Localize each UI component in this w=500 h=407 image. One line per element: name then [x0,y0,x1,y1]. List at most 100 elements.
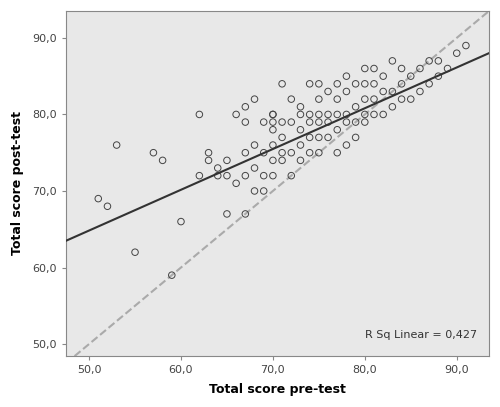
Point [444,65,452,72]
Point [379,88,387,95]
Point [223,157,231,164]
Point [104,203,112,210]
Point [333,127,341,133]
Point [278,157,286,164]
Point [242,103,250,110]
Point [306,111,314,118]
Point [315,134,323,141]
Point [352,119,360,125]
Point [269,157,277,164]
Point [407,73,415,79]
Point [306,81,314,87]
Point [342,111,350,118]
Point [370,81,378,87]
Point [342,142,350,148]
Point [434,73,442,79]
Point [324,88,332,95]
Point [352,103,360,110]
Point [361,111,369,118]
Point [315,149,323,156]
Point [296,142,304,148]
Point [196,111,203,118]
Point [94,195,102,202]
Point [278,119,286,125]
Point [296,103,304,110]
Point [342,119,350,125]
Point [232,180,240,186]
Point [288,149,296,156]
Point [416,88,424,95]
Point [288,96,296,103]
Point [370,96,378,103]
Point [361,81,369,87]
Point [112,142,120,148]
Point [150,149,158,156]
Point [269,119,277,125]
Point [352,134,360,141]
Point [177,218,185,225]
Point [269,173,277,179]
Point [370,111,378,118]
Point [260,188,268,194]
Point [315,119,323,125]
Point [462,42,470,49]
Point [214,173,222,179]
Point [296,127,304,133]
Point [250,142,258,148]
Point [324,111,332,118]
Point [269,127,277,133]
Text: R Sq Linear = 0,427: R Sq Linear = 0,427 [365,330,477,340]
Point [333,149,341,156]
Point [288,119,296,125]
Point [296,111,304,118]
Point [269,142,277,148]
Point [232,111,240,118]
Point [333,111,341,118]
Point [306,119,314,125]
Y-axis label: Total score post-test: Total score post-test [11,112,24,255]
Point [260,119,268,125]
Point [388,88,396,95]
Point [407,96,415,103]
Point [260,149,268,156]
Point [416,65,424,72]
Point [434,58,442,64]
Point [223,173,231,179]
Point [388,58,396,64]
Point [242,119,250,125]
Point [214,165,222,171]
Point [315,111,323,118]
Point [398,81,406,87]
Point [342,73,350,79]
Point [260,173,268,179]
Point [131,249,139,256]
Point [398,65,406,72]
Point [204,149,212,156]
Point [370,65,378,72]
Point [361,96,369,103]
Point [361,65,369,72]
Point [278,149,286,156]
Point [288,173,296,179]
Point [315,96,323,103]
Point [306,134,314,141]
Point [388,103,396,110]
Point [352,81,360,87]
Point [158,157,166,164]
Point [250,96,258,103]
Point [315,81,323,87]
Point [379,111,387,118]
Point [296,157,304,164]
Point [342,88,350,95]
Point [452,50,460,57]
Point [269,111,277,118]
Point [250,165,258,171]
Point [278,134,286,141]
Point [333,96,341,103]
Point [204,157,212,164]
Point [333,81,341,87]
Point [398,96,406,103]
Point [306,149,314,156]
Point [425,58,433,64]
X-axis label: Total score pre-test: Total score pre-test [209,383,346,396]
